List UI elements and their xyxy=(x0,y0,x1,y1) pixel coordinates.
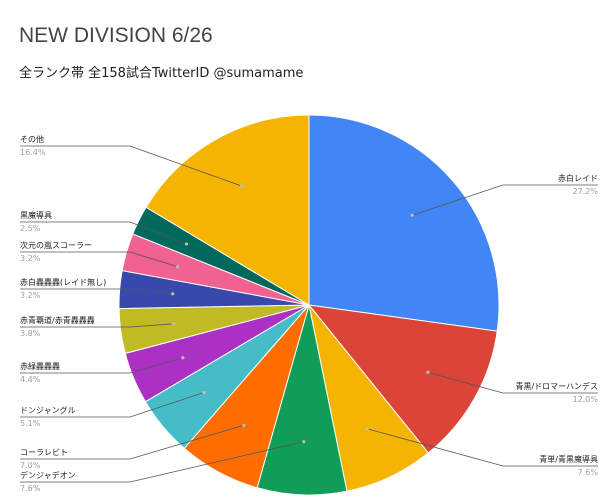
chart-subtitle: 全ランク帯 全158試合TwitterID @sumamame xyxy=(19,66,304,81)
leader-line xyxy=(20,145,242,187)
slice-label: その他 xyxy=(20,134,44,144)
leader-line xyxy=(20,441,304,483)
leader-line xyxy=(20,392,205,418)
slice-percent: 4.4% xyxy=(20,375,41,384)
pie-slice xyxy=(308,114,500,332)
slice-label: 赤緑轟轟轟 xyxy=(20,361,60,371)
pie-slice xyxy=(307,304,498,454)
slice-percent: 3.2% xyxy=(20,254,41,263)
leader-dot xyxy=(240,184,244,188)
leader-line xyxy=(20,357,183,374)
slice-label: 赤青覇道/赤青轟轟轟 xyxy=(20,315,95,325)
leader-lines xyxy=(20,145,598,483)
slice-percent: 5.1% xyxy=(20,419,41,428)
leader-dot xyxy=(302,440,306,444)
slice-percent: 2.5% xyxy=(20,224,41,233)
slice-percent: 7.6% xyxy=(20,484,41,493)
leader-dot xyxy=(242,423,246,427)
leader-line xyxy=(20,424,245,460)
leader-line xyxy=(427,372,598,394)
leader-line xyxy=(367,428,598,467)
leader-dot xyxy=(410,213,414,217)
leader-dot xyxy=(365,427,369,431)
slice-label: 青黒/ドロマーハンデス xyxy=(515,381,598,391)
slice-label: デンジャデオン xyxy=(20,470,76,480)
slice-percent: 3.8% xyxy=(20,329,41,338)
leader-line xyxy=(20,251,178,268)
pie-slices xyxy=(118,114,500,496)
leader-dot xyxy=(176,265,180,269)
slice-label: 黒魔導具 xyxy=(20,210,52,220)
leader-line xyxy=(20,288,173,295)
leader-dot xyxy=(426,370,430,374)
slice-percent: 12.0% xyxy=(573,395,599,404)
slice-label: ドンジャングル xyxy=(20,405,76,415)
leader-dot xyxy=(171,292,175,296)
leader-dot xyxy=(181,356,185,360)
pie-slice xyxy=(145,114,310,306)
slice-label: 青単/青黒魔導具 xyxy=(539,454,598,464)
slice-percent: 3.2% xyxy=(20,291,41,300)
slice-percent: 7.0% xyxy=(20,461,41,470)
leader-dot xyxy=(184,242,189,246)
slice-label: コーラレビト xyxy=(20,448,68,457)
leader-line xyxy=(20,323,174,328)
slice-label: 赤白轟轟轟(レイド無し) xyxy=(20,277,106,287)
leader-dot xyxy=(171,322,176,326)
slice-label: 次元の嵐スコーラー xyxy=(20,240,92,250)
leader-line xyxy=(412,184,598,216)
slice-percent: 7.6% xyxy=(578,468,599,477)
slice-label: 赤白レイド xyxy=(558,173,598,183)
leader-dot xyxy=(202,390,206,395)
slice-percent: 16.4% xyxy=(20,148,46,157)
slice-percent: 27.2% xyxy=(573,187,599,196)
slice-labels: 赤白レイド 27.2% 青黒/ドロマーハンデス 12.0% 青単/青黒魔導具 7.6% デン… xyxy=(20,134,598,493)
chart-title: NEW DIVISION 6/26 xyxy=(19,24,213,47)
leader-line xyxy=(20,221,187,245)
